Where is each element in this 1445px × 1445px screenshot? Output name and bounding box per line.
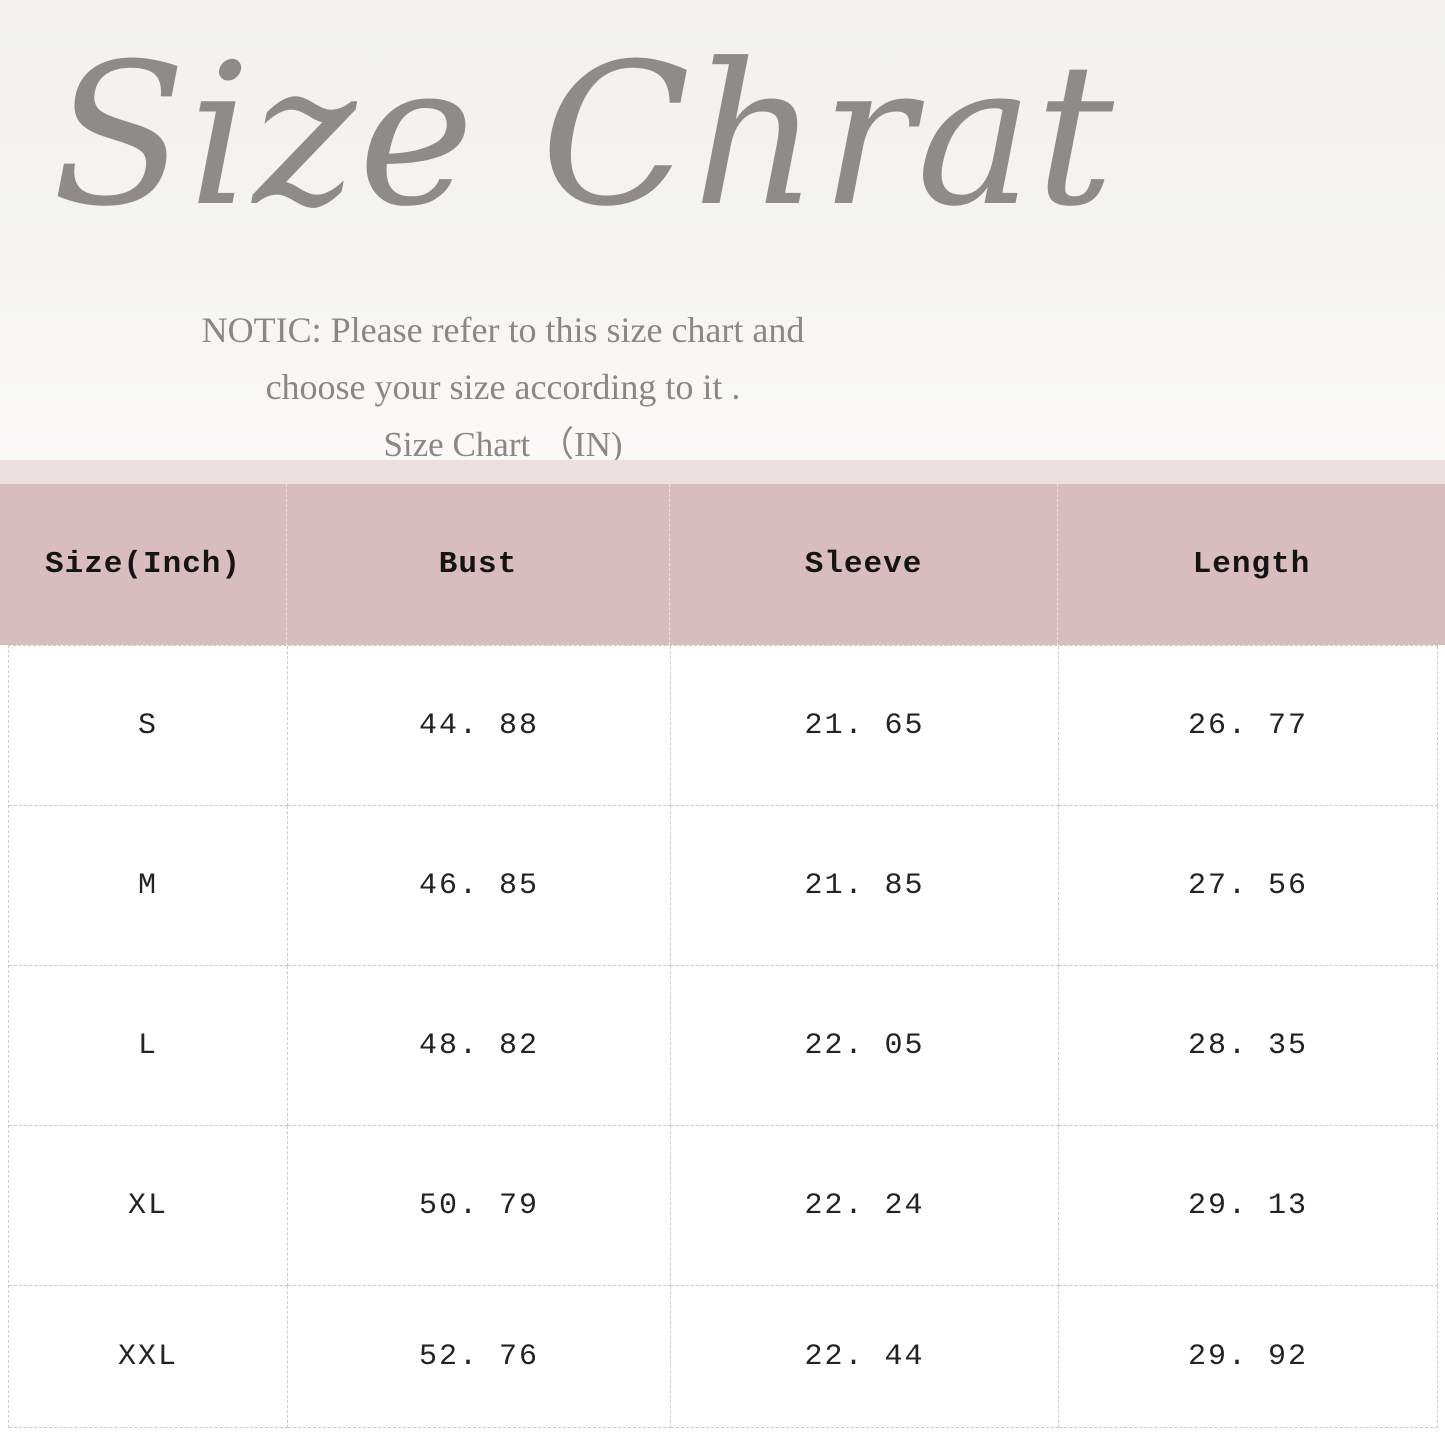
table-cell: 26. 77 xyxy=(1059,646,1438,806)
column-header-size: Size(Inch) xyxy=(0,484,287,645)
table-cell: 22. 05 xyxy=(671,966,1059,1126)
table-cell: 52. 76 xyxy=(288,1286,671,1428)
table-header-row: Size(Inch) Bust Sleeve Length xyxy=(0,484,1445,645)
header-section: Size Chrat NOTIC: Please refer to this s… xyxy=(0,0,1445,464)
table-cell: 29. 92 xyxy=(1059,1286,1438,1428)
page-title: Size Chrat xyxy=(52,22,1117,250)
table-cell: L xyxy=(9,966,288,1126)
notice-line-1: NOTIC: Please refer to this size chart a… xyxy=(201,310,805,350)
table-cell: 22. 44 xyxy=(671,1286,1059,1428)
notice-block: NOTIC: Please refer to this size chart a… xyxy=(108,302,898,473)
table-cell: 46. 85 xyxy=(288,806,671,966)
column-header-sleeve: Sleeve xyxy=(670,484,1058,645)
table-body: S 44. 88 21. 65 26. 77 M 46. 85 21. 85 2… xyxy=(8,645,1438,1428)
table-cell: 50. 79 xyxy=(288,1126,671,1286)
table-cell: 44. 88 xyxy=(288,646,671,806)
table-cell: 29. 13 xyxy=(1059,1126,1438,1286)
table-cell: 28. 35 xyxy=(1059,966,1438,1126)
header-top-strip xyxy=(0,460,1445,484)
table-cell: M xyxy=(9,806,288,966)
table-cell: 48. 82 xyxy=(288,966,671,1126)
table-cell: XXL xyxy=(9,1286,288,1428)
table-cell: S xyxy=(9,646,288,806)
table-cell: 22. 24 xyxy=(671,1126,1059,1286)
table-cell: 27. 56 xyxy=(1059,806,1438,966)
column-header-bust: Bust xyxy=(287,484,670,645)
notice-line-2: choose your size according to it . xyxy=(265,367,741,407)
table-cell: 21. 65 xyxy=(671,646,1059,806)
table-cell: XL xyxy=(9,1126,288,1286)
table-cell: 21. 85 xyxy=(671,806,1059,966)
column-header-length: Length xyxy=(1192,547,1311,582)
size-chart-unit-subtitle: Size Chart （IN) xyxy=(383,425,623,464)
